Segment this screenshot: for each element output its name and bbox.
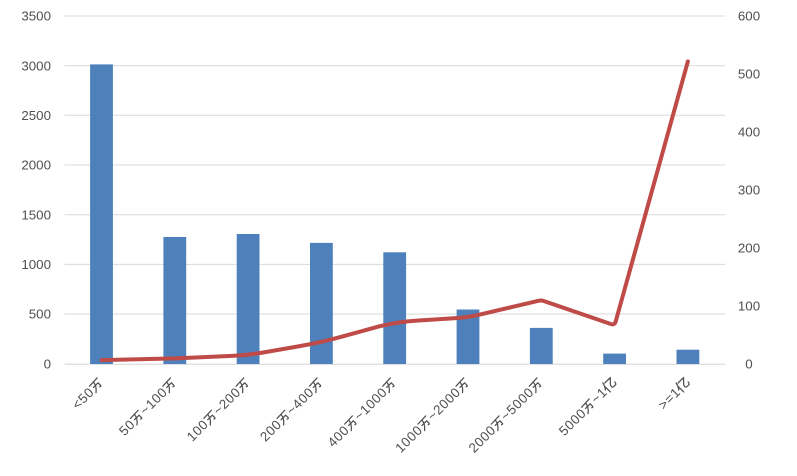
svg-text:100: 100 <box>738 298 760 313</box>
svg-text:3000: 3000 <box>21 58 51 73</box>
svg-text:1000: 1000 <box>21 257 51 272</box>
svg-text:300: 300 <box>738 182 760 197</box>
svg-text:400: 400 <box>738 125 760 140</box>
svg-text:600: 600 <box>738 9 760 24</box>
svg-text:500: 500 <box>738 67 760 82</box>
svg-text:2500: 2500 <box>21 108 51 123</box>
svg-text:200: 200 <box>738 240 760 255</box>
svg-text:0: 0 <box>44 356 51 371</box>
svg-text:1500: 1500 <box>21 207 51 222</box>
svg-text:3500: 3500 <box>21 9 51 24</box>
svg-text:0: 0 <box>745 356 752 371</box>
svg-text:500: 500 <box>29 307 51 322</box>
svg-text:2000: 2000 <box>21 158 51 173</box>
